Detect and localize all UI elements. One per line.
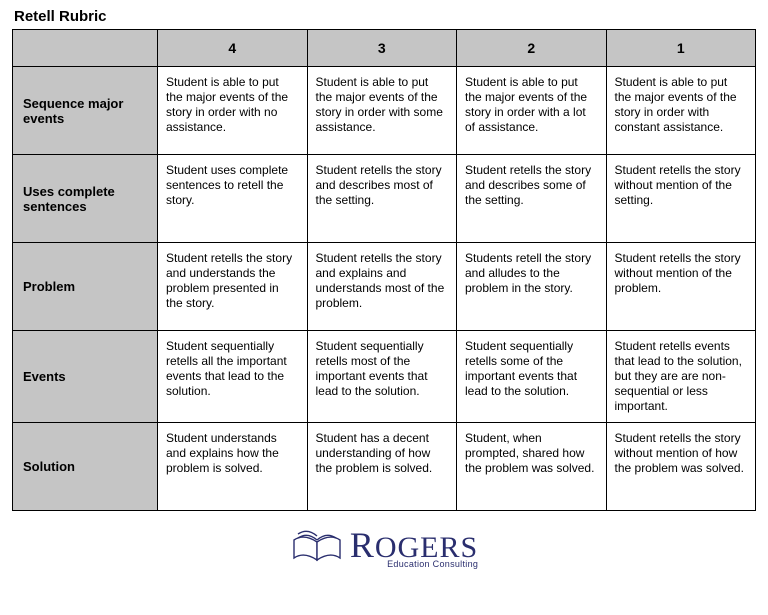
row-label: Problem	[13, 243, 158, 331]
score-header: 1	[606, 30, 756, 67]
rubric-cell: Student is able to put the major events …	[158, 67, 308, 155]
row-label: Solution	[13, 423, 158, 511]
rubric-cell: Student retells the story and explains a…	[307, 243, 457, 331]
rubric-cell: Student understands and explains how the…	[158, 423, 308, 511]
rubric-cell: Student, when prompted, shared how the p…	[457, 423, 607, 511]
rubric-table: 4 3 2 1 Sequence major events Student is…	[12, 29, 756, 511]
row-label: Uses complete sentences	[13, 155, 158, 243]
table-row: Events Student sequentially retells all …	[13, 331, 756, 423]
rubric-cell: Student retells the story and describes …	[457, 155, 607, 243]
rubric-cell: Student retells the story without mentio…	[606, 243, 756, 331]
table-row: Solution Student understands and explain…	[13, 423, 756, 511]
rubric-cell: Student is able to put the major events …	[606, 67, 756, 155]
row-label: Events	[13, 331, 158, 423]
page-title: Retell Rubric	[14, 8, 756, 25]
rubric-cell: Student sequentially retells most of the…	[307, 331, 457, 423]
table-row: Problem Student retells the story and un…	[13, 243, 756, 331]
corner-cell	[13, 30, 158, 67]
row-label: Sequence major events	[13, 67, 158, 155]
rubric-cell: Students retell the story and alludes to…	[457, 243, 607, 331]
book-icon	[290, 530, 344, 569]
header-row: 4 3 2 1	[13, 30, 756, 67]
score-header: 2	[457, 30, 607, 67]
score-header: 3	[307, 30, 457, 67]
rubric-cell: Student sequentially retells some of the…	[457, 331, 607, 423]
rubric-cell: Student is able to put the major events …	[457, 67, 607, 155]
rubric-cell: Student has a decent understanding of ho…	[307, 423, 457, 511]
table-row: Uses complete sentences Student uses com…	[13, 155, 756, 243]
rubric-cell: Student retells events that lead to the …	[606, 331, 756, 423]
rubric-cell: Student retells the story and understand…	[158, 243, 308, 331]
rubric-cell: Student uses complete sentences to retel…	[158, 155, 308, 243]
rubric-cell: Student retells the story and describes …	[307, 155, 457, 243]
score-header: 4	[158, 30, 308, 67]
footer-logo: ROGERS Education Consulting	[12, 529, 756, 569]
rubric-cell: Student retells the story without mentio…	[606, 155, 756, 243]
rubric-cell: Student retells the story without mentio…	[606, 423, 756, 511]
logo-brand: ROGERS	[350, 529, 478, 561]
rubric-cell: Student sequentially retells all the imp…	[158, 331, 308, 423]
logo-tagline: Education Consulting	[387, 559, 478, 569]
table-row: Sequence major events Student is able to…	[13, 67, 756, 155]
rubric-cell: Student is able to put the major events …	[307, 67, 457, 155]
